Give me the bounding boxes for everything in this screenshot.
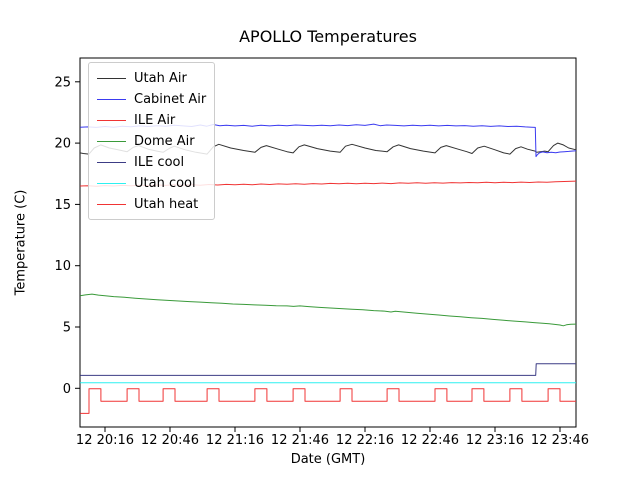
legend-label: Utah cool <box>134 176 196 191</box>
y-tick-label: 20 <box>54 137 71 152</box>
y-tick-label: 5 <box>63 321 71 336</box>
legend-item-dome-air: Dome Air <box>97 131 206 152</box>
legend-item-cabinet-air: Cabinet Air <box>97 89 206 110</box>
y-axis-label: Temperature (C) <box>13 189 29 296</box>
y-tick-label: 0 <box>63 382 71 397</box>
legend-label: Utah heat <box>134 197 199 212</box>
legend-line-swatch <box>97 183 126 184</box>
x-tick-label: 12 22:16 <box>336 433 394 448</box>
y-tick-label: 25 <box>54 75 71 90</box>
y-tick-label: 10 <box>54 259 71 274</box>
legend-label: ILE Air <box>134 113 176 128</box>
x-tick-label: 12 21:46 <box>271 433 329 448</box>
x-tick-label: 12 23:46 <box>531 433 589 448</box>
legend-line-swatch <box>97 120 126 121</box>
legend-item-ile-cool: ILE cool <box>97 152 206 173</box>
chart-title: APOLLO Temperatures <box>239 27 417 46</box>
x-tick-label: 12 21:16 <box>206 433 264 448</box>
legend-label: Utah Air <box>134 71 187 86</box>
y-tick-label: 15 <box>54 198 71 213</box>
legend-item-ile-air: ILE Air <box>97 110 206 131</box>
x-axis-label: Date (GMT) <box>290 452 366 467</box>
legend-line-swatch <box>97 141 126 142</box>
series-line-utah-heat <box>80 388 576 414</box>
legend-line-swatch <box>97 162 126 163</box>
legend-label: Cabinet Air <box>134 92 207 107</box>
legend-line-swatch <box>97 78 126 79</box>
legend-item-utah-heat: Utah heat <box>97 194 206 215</box>
legend-label: Dome Air <box>134 134 195 149</box>
legend-item-utah-air: Utah Air <box>97 68 206 89</box>
legend: Utah Air Cabinet Air ILE Air Dome Air ILE co… <box>88 62 215 220</box>
series-line-dome-air <box>80 293 577 327</box>
legend-line-swatch <box>97 204 126 205</box>
legend-label: ILE cool <box>134 155 185 170</box>
legend-item-utah-cool: Utah cool <box>97 173 206 194</box>
series-line-ile-cool <box>80 363 576 376</box>
x-tick-label: 12 20:46 <box>141 433 199 448</box>
x-tick-label: 12 20:16 <box>76 433 134 448</box>
x-tick-label: 12 23:16 <box>466 433 524 448</box>
plot-border <box>79 57 577 428</box>
x-tick-label: 12 22:46 <box>401 433 459 448</box>
legend-line-swatch <box>97 99 126 100</box>
